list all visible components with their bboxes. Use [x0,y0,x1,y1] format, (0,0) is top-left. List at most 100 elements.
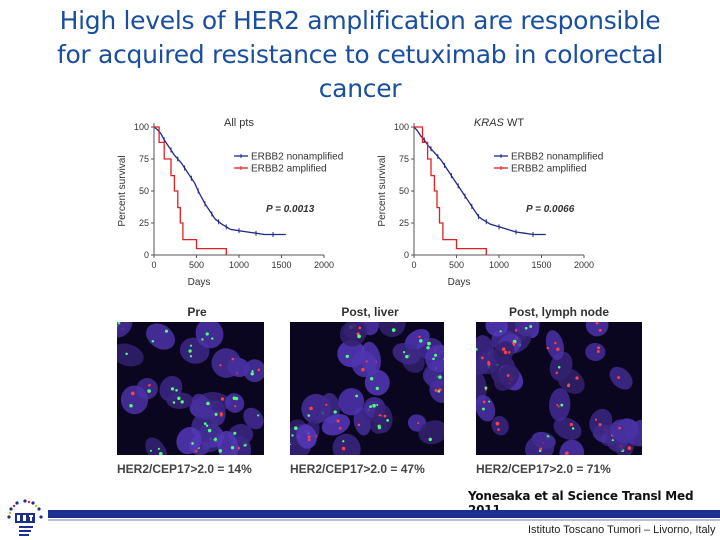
her2-signal [219,364,222,367]
cep17-signal [342,440,345,443]
her2-signal [417,422,420,425]
cep17-signal [419,339,423,343]
cell-nucleus [338,388,365,416]
her2-signal [501,347,506,351]
cep17-signal [232,396,237,400]
footer-bar-accent [48,519,720,521]
cell-nucleus [493,341,515,364]
her2-signal [503,350,508,355]
her2-signal [497,428,500,431]
cell-nucleus [146,323,175,350]
legend-label: ERBB2 nonamplified [511,152,603,163]
cell-nucleus [369,415,387,434]
cell-nucleus [515,322,540,337]
her2-signal [556,403,559,406]
her2-signal [595,322,599,325]
x-tick-label: 1500 [531,260,551,270]
her2-signal [341,446,346,451]
fish-cells-svg [290,322,444,455]
cep17-signal [294,426,298,431]
her2-signal [361,367,365,372]
x-tick-label: 1000 [229,260,249,270]
her2-signal [309,406,313,411]
x-tick-label: 2000 [574,260,594,270]
her2-signal [556,347,560,352]
km-curve-nonamplified [153,126,286,236]
cep17-signal [481,407,485,411]
cep17-signal [257,414,260,417]
cep17-signal [172,401,176,404]
x-tick-label: 1000 [489,260,509,270]
cell-nucleus [217,430,239,455]
cell-nucleus [559,439,585,455]
cep17-signal [189,355,193,358]
km-plot-kras-wt: 0 25 50 75 100 0 500 1000 1500 2000 Days Percent su… [376,112,616,294]
her2-signal [339,426,342,430]
cep17-signal [158,451,163,455]
cell-nucleus [166,392,194,409]
her2-signal [506,374,510,377]
cep17-signal [180,400,184,404]
her2-signal [418,335,421,339]
her2-signal [597,346,601,350]
cep17-signal [355,394,359,398]
fish-micrograph-liver [290,322,444,455]
her2-signal [575,376,579,380]
cell-nucleus [585,322,609,337]
cep17-signal [433,353,438,357]
cep17-signal [376,403,379,406]
cep17-signal [499,330,502,333]
y-tick-label: 25 [139,218,149,228]
cell-nucleus [378,322,406,337]
cep17-signal [117,322,121,325]
x-tick-label: 0 [411,260,416,270]
cep17-signal [175,388,178,392]
cep17-signal [207,428,212,433]
her2-signal [627,446,632,450]
cep17-signal [205,424,209,427]
her2-signal [357,423,361,427]
fish-micrograph-pre [117,322,264,455]
cep17-signal [170,387,175,391]
chart-title: KRAS WT [474,117,524,129]
km-curve-amplified [154,126,227,255]
cell-nucleus [549,388,571,422]
cell-nucleus [485,322,508,337]
km-curve-amplified [414,126,487,255]
fish-panel-label: Pre [187,305,207,319]
cell-nucleus [476,349,499,376]
her2-signal [383,414,387,418]
cell-nucleus [364,369,390,396]
her2-signal [617,376,621,379]
her2-signal [220,397,225,401]
her2-signal [148,383,151,387]
her2-signal [434,388,438,392]
cell-nucleus [589,408,613,436]
cep17-signal [386,419,390,422]
fish-ratio-label: HER2/CEP17>2.0 = 14% [117,462,252,476]
cell-nucleus [195,322,224,349]
y-tick-label: 50 [399,186,409,196]
slide-title: High levels of HER2 amplification are re… [10,4,710,106]
cep17-signal [437,390,441,393]
her2-signal [569,422,573,427]
title-line: High levels of HER2 amplification are re… [59,6,661,35]
cep17-signal [560,403,564,407]
fish-cells-svg [117,322,264,455]
x-tick-label: 2000 [314,260,334,270]
her2-signal [594,418,598,421]
cep17-signal [189,344,193,347]
x-axis-label: Days [188,277,211,288]
cell-nucleus [392,343,421,365]
cell-nucleus [610,419,637,444]
cep17-signal [427,341,431,346]
cell-nucleus [545,330,565,360]
cep17-signal [157,447,160,450]
cep17-signal [147,389,151,393]
her2-signal [130,391,135,396]
cell-nucleus [585,342,606,362]
cep17-signal [438,375,442,379]
cep17-signal [428,437,432,442]
